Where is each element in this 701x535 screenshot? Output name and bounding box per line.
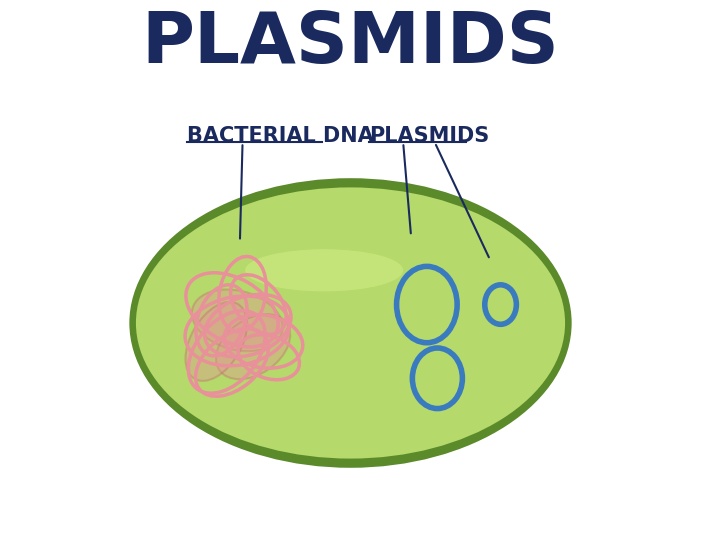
Ellipse shape (186, 302, 247, 381)
Ellipse shape (397, 266, 457, 343)
Ellipse shape (192, 289, 283, 351)
Ellipse shape (485, 285, 517, 324)
Text: BACTERIAL DNA: BACTERIAL DNA (187, 126, 374, 146)
Ellipse shape (412, 348, 463, 409)
Text: PLASMIDS: PLASMIDS (369, 126, 489, 146)
Ellipse shape (216, 314, 290, 379)
Text: PLASMIDS: PLASMIDS (142, 10, 559, 79)
Ellipse shape (245, 249, 403, 292)
Ellipse shape (136, 187, 565, 458)
Ellipse shape (130, 178, 571, 468)
